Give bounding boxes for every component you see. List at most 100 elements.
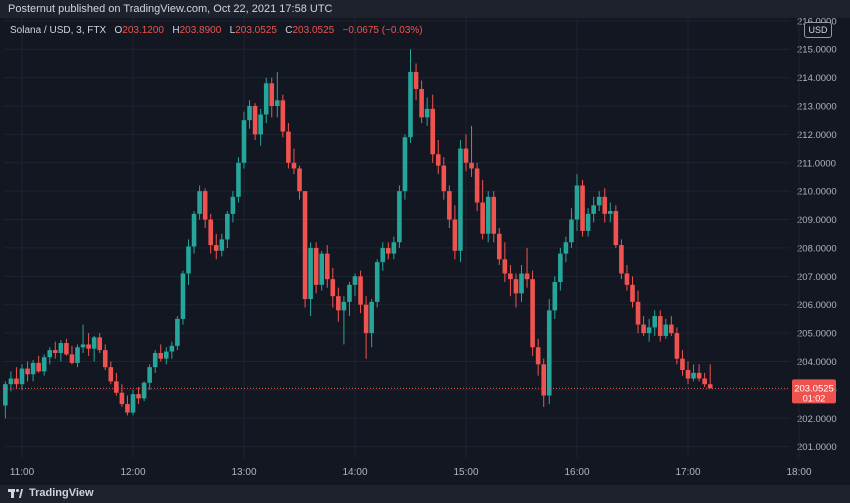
candle-body bbox=[25, 368, 30, 375]
y-tick-label: 208.0000 bbox=[797, 243, 837, 254]
candle-body bbox=[330, 279, 336, 297]
candle-body bbox=[3, 384, 8, 406]
candle-body bbox=[297, 168, 302, 192]
candle-body bbox=[508, 273, 513, 280]
candle-body bbox=[41, 357, 47, 372]
y-tick-label: 207.0000 bbox=[797, 272, 837, 283]
candlestick-chart[interactable]: 201.0000202.0000203.0000204.0000205.0000… bbox=[0, 16, 850, 485]
y-tick-label: 206.0000 bbox=[797, 300, 837, 311]
candle-body bbox=[175, 318, 180, 346]
candle-body bbox=[69, 354, 75, 363]
candle-body bbox=[347, 284, 352, 302]
candle-body bbox=[696, 372, 702, 379]
tradingview-logo[interactable]: TradingView bbox=[8, 487, 94, 499]
publish-info: Posternut published on TradingView.com, … bbox=[8, 3, 333, 15]
open-label: O bbox=[114, 25, 123, 36]
candle-body bbox=[408, 71, 413, 138]
last-price-value: 203.0525 bbox=[794, 383, 834, 394]
candle-body bbox=[435, 154, 441, 166]
candle-body bbox=[363, 304, 369, 334]
candle-body bbox=[635, 301, 641, 325]
candle-body bbox=[591, 205, 596, 214]
candle-body bbox=[624, 273, 630, 285]
candle-body bbox=[641, 324, 646, 334]
candle-body bbox=[258, 114, 263, 135]
candle-body bbox=[136, 394, 141, 399]
candle-body bbox=[707, 384, 713, 389]
candle-body bbox=[674, 333, 680, 359]
candle-body bbox=[546, 310, 552, 396]
chart-area[interactable]: 201.0000202.0000203.0000204.0000205.0000… bbox=[0, 16, 850, 485]
candle-body bbox=[114, 381, 119, 393]
candle-body bbox=[530, 279, 535, 348]
high-value: 203.8900 bbox=[179, 25, 222, 36]
y-tick-label: 204.0000 bbox=[797, 357, 837, 368]
candle-body bbox=[585, 213, 591, 231]
candle-body bbox=[75, 347, 80, 363]
low-label: L bbox=[229, 25, 236, 36]
candle-body bbox=[358, 276, 363, 305]
candle-body bbox=[397, 191, 402, 243]
ohlc-values: O203.1200 H203.8900 L203.0525 C203.0525 … bbox=[109, 25, 423, 36]
candle-body bbox=[374, 262, 380, 302]
candle-body bbox=[391, 242, 397, 254]
y-tick-label: 202.0000 bbox=[797, 414, 837, 425]
y-tick-label: 214.0000 bbox=[797, 73, 837, 84]
candle-body bbox=[474, 168, 480, 203]
currency-badge[interactable]: USD bbox=[804, 22, 832, 38]
candle-body bbox=[19, 368, 25, 385]
candle-body bbox=[419, 88, 424, 118]
y-tick-label: 209.0000 bbox=[797, 215, 837, 226]
candle-body bbox=[519, 273, 524, 294]
candle-body bbox=[558, 253, 563, 282]
y-tick-label: 212.0000 bbox=[797, 130, 837, 141]
x-tick-label: 18:00 bbox=[786, 467, 811, 478]
candle-body bbox=[447, 191, 452, 220]
y-tick-label: 210.0000 bbox=[797, 187, 837, 198]
candle-body bbox=[613, 211, 619, 246]
close-label: C bbox=[285, 25, 293, 36]
candle-body bbox=[497, 233, 502, 260]
candle-body bbox=[125, 404, 130, 413]
x-tick-label: 17:00 bbox=[675, 467, 700, 478]
candle-body bbox=[58, 343, 64, 353]
candle-body bbox=[147, 367, 152, 383]
candle-body bbox=[8, 378, 14, 385]
candle-body bbox=[402, 137, 408, 192]
candle-body bbox=[152, 352, 158, 368]
candle-body bbox=[685, 370, 691, 379]
candle-body bbox=[541, 364, 546, 396]
candle-body bbox=[252, 106, 258, 135]
candle-body bbox=[619, 245, 624, 274]
candle-body bbox=[169, 345, 175, 352]
candle-body bbox=[669, 324, 674, 334]
candle-body bbox=[524, 273, 530, 280]
candle-body bbox=[219, 239, 225, 251]
candle-body bbox=[574, 185, 580, 220]
candle-body bbox=[119, 392, 125, 405]
candle-body bbox=[280, 100, 286, 132]
candle-body bbox=[30, 362, 36, 375]
candle-body bbox=[502, 259, 508, 274]
candle-body bbox=[441, 165, 447, 192]
candle-body bbox=[319, 253, 324, 285]
candle-body bbox=[247, 106, 252, 121]
change-value: −0.0675 (−0.03%) bbox=[342, 25, 423, 36]
candle-body bbox=[158, 352, 164, 359]
x-tick-label: 11:00 bbox=[10, 467, 35, 478]
candle-body bbox=[596, 196, 602, 206]
candle-body bbox=[552, 282, 558, 311]
tradingview-brand: TradingView bbox=[29, 487, 94, 499]
symbol-name: Solana / USD, 3, FTX bbox=[10, 25, 107, 36]
candle-body bbox=[130, 394, 136, 413]
candle-body bbox=[480, 202, 485, 234]
candle-body bbox=[413, 71, 419, 89]
x-tick-label: 12:00 bbox=[120, 467, 145, 478]
x-tick-label: 14:00 bbox=[342, 467, 367, 478]
candle-body bbox=[569, 219, 574, 243]
candle-body bbox=[657, 316, 663, 336]
low-value: 203.0525 bbox=[235, 25, 277, 36]
candle-body bbox=[91, 337, 97, 349]
candle-body bbox=[313, 247, 319, 285]
candle-body bbox=[86, 344, 91, 349]
